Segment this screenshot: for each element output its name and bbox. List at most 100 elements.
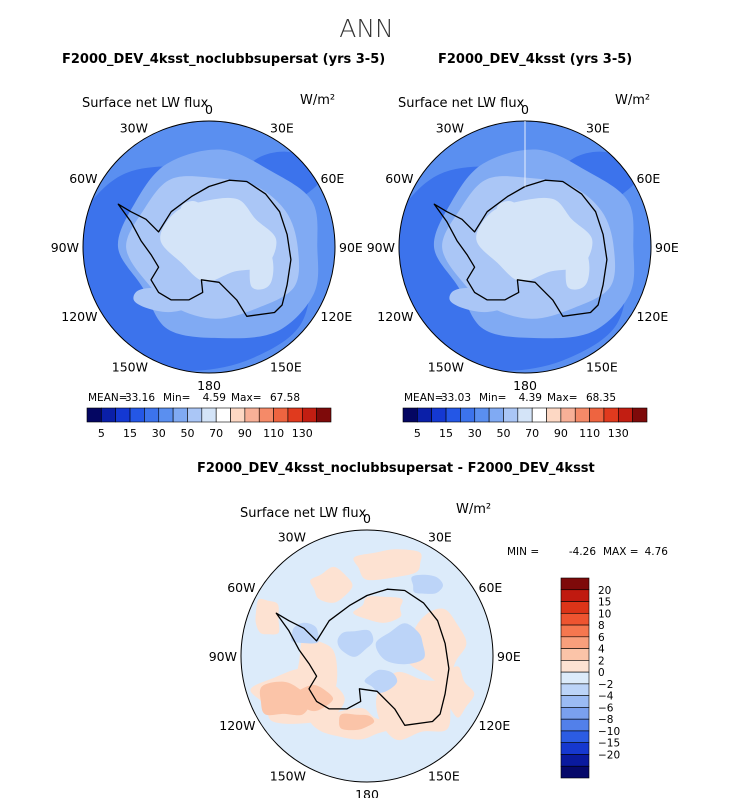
contour-region-60-70	[565, 247, 590, 290]
colorbar-tick-label: 8	[598, 620, 605, 632]
colorbar-swatch	[402, 407, 418, 423]
colorbar-tick-label: 5	[414, 427, 421, 440]
colorbar-tick-label: −6	[598, 702, 614, 714]
colorbar-swatch	[230, 407, 246, 423]
page-title: ANN	[339, 14, 394, 43]
max-value: 68.35	[586, 392, 616, 404]
colorbar-tick-label: 50	[180, 427, 194, 440]
colorbar-swatch	[574, 407, 590, 423]
colorbar-swatch	[560, 612, 590, 626]
panel-2-title: F2000_DEV_4ksst (yrs 3-5)	[438, 52, 633, 67]
colorbar-swatch	[129, 407, 145, 423]
max-value: 67.58	[270, 392, 300, 404]
colorbar-tick-label: 90	[554, 427, 568, 440]
map-lon-label: 90W	[367, 240, 395, 255]
max-label: MAX =	[603, 546, 639, 558]
filled-contours	[399, 121, 651, 373]
colorbar-tick-label: −20	[598, 749, 620, 761]
colorbar-swatch	[273, 407, 289, 423]
colorbar-swatch	[531, 407, 547, 423]
colorbar-tick-label: 30	[468, 427, 482, 440]
colorbar-swatch	[560, 636, 590, 649]
contour-region-60-70	[249, 247, 274, 290]
colorbar-tick-label: 20	[598, 585, 611, 597]
field-label: Surface net LW flux	[240, 506, 367, 521]
colorbar-tick-label: 6	[598, 632, 605, 644]
map-lon-label: 60E	[637, 171, 661, 186]
colorbar-swatch	[101, 407, 117, 423]
units-label: W/m²	[615, 93, 650, 108]
colorbar-swatch	[474, 407, 490, 423]
colorbar-tick-label: 15	[123, 427, 137, 440]
contour-region-neg2-neg4	[411, 574, 444, 594]
colorbar-swatch	[560, 589, 590, 602]
colorbar-swatch	[287, 407, 303, 423]
colorbar-swatch	[460, 407, 476, 423]
colorbar-swatch	[172, 407, 188, 423]
map-lon-label: 150E	[270, 360, 302, 375]
colorbar-swatch	[316, 407, 332, 423]
map-lon-label: 60W	[385, 171, 413, 186]
map-lon-label: 60E	[479, 580, 503, 595]
colorbar-tick-label: −4	[598, 691, 614, 703]
min-value: -4.26	[569, 546, 596, 558]
map-lon-label: 90W	[51, 240, 79, 255]
contour-region-2-4	[339, 713, 375, 731]
map-lon-label: 180	[355, 787, 379, 798]
panel-3-title: F2000_DEV_4ksst_noclubbsupersat - F2000_…	[197, 461, 595, 476]
colorbar-tick-label: 130	[608, 427, 629, 440]
contour-region-60-70	[496, 201, 522, 216]
panel-1-title: F2000_DEV_4ksst_noclubbsupersat (yrs 3-5…	[62, 52, 386, 67]
colorbar-swatch	[560, 765, 590, 779]
colorbar-swatch	[445, 407, 461, 423]
contour-region-neg2-neg4	[364, 669, 398, 693]
contour-region-0-2	[439, 666, 475, 718]
colorbar-swatch	[560, 683, 590, 696]
colorbar-tick-label: 110	[579, 427, 600, 440]
colorbar-tick-label: 4	[598, 644, 605, 656]
units-label: W/m²	[300, 93, 335, 108]
colorbar-swatch	[560, 671, 590, 685]
colorbar-swatch	[560, 707, 590, 720]
map-lon-label: 150W	[112, 360, 148, 375]
map-lon-label: 90E	[655, 240, 679, 255]
map-lon-label: 30E	[270, 120, 294, 135]
min-value: 4.59	[203, 392, 226, 404]
colorbar-tick-label: 90	[238, 427, 252, 440]
min-value: 4.39	[519, 392, 542, 404]
min-label: MIN =	[507, 546, 539, 558]
map-lon-label: 0	[205, 102, 213, 117]
units-label: W/m²	[456, 502, 491, 517]
mean-value: 33.03	[441, 392, 471, 404]
colorbar-swatch	[517, 407, 533, 423]
colorbar-swatch	[560, 754, 590, 767]
panel-1-colorbar: 5 15 30 50 70 90 110 130	[86, 407, 332, 440]
colorbar-swatch	[187, 407, 203, 423]
colorbar-swatch	[258, 407, 274, 423]
colorbar-swatch	[417, 407, 433, 423]
contour-region-0-2	[406, 608, 467, 685]
polar-map: 0 30E 60E 90E 120E 150E 180 150W 120W 90W 60W 30W	[209, 511, 521, 798]
colorbar-swatch	[86, 407, 102, 423]
contour-region-neg2-neg4	[291, 622, 320, 644]
map-lon-label: 30W	[436, 120, 464, 135]
colorbar-tick-label: 70	[525, 427, 539, 440]
max-value: 4.76	[645, 546, 669, 558]
mean-label: MEAN=	[88, 392, 128, 404]
colorbar-swatch	[431, 407, 447, 423]
colorbar-swatch	[503, 407, 519, 423]
panel-2-colorbar: 5 15 30 50 70 90 110 130	[402, 407, 648, 440]
filled-contours	[83, 121, 335, 373]
colorbar-swatch	[603, 407, 619, 423]
polar-map: 0 30E 60E 90E 120E 150E 180 150W 120W 90W 60W 30W	[367, 102, 679, 393]
min-label: Min=	[479, 392, 506, 404]
filled-contours	[241, 530, 493, 782]
colorbar-swatch	[560, 695, 590, 708]
map-lon-label: 150E	[586, 360, 618, 375]
colorbar-tick-label: 0	[598, 667, 605, 679]
map-lon-label: 30W	[278, 529, 306, 544]
map-lon-label: 120E	[637, 309, 669, 324]
map-lon-label: 120W	[377, 309, 413, 324]
colorbar-swatch	[560, 601, 590, 614]
